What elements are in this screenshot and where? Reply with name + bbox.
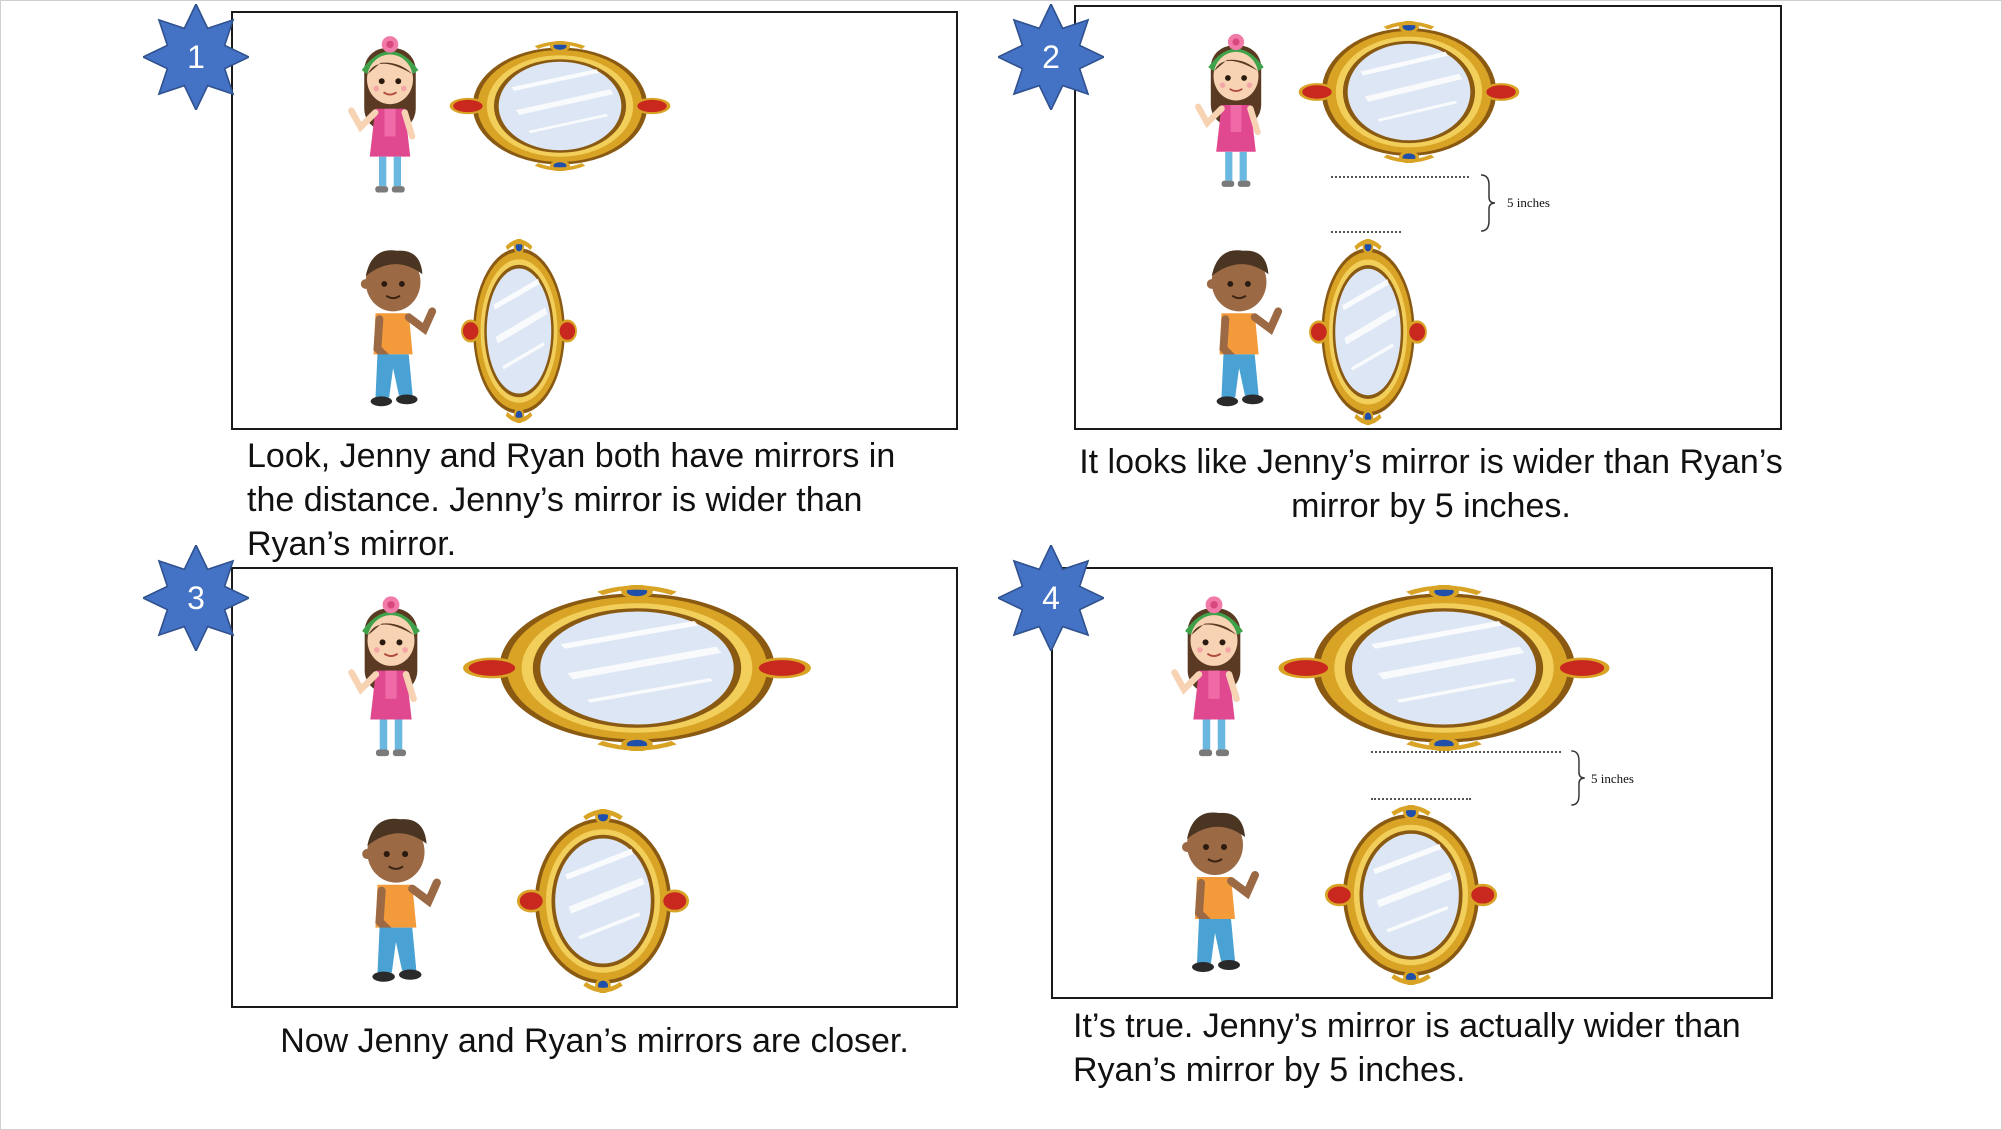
mirror-icon: [1319, 805, 1503, 985]
step-badge-3: 3: [143, 545, 249, 651]
step-badge-2: 2: [998, 4, 1104, 110]
ryan-figure: [344, 239, 450, 415]
ryan-figure: [1191, 239, 1295, 415]
jenny-figure: [1167, 585, 1261, 775]
measure-line-bottom: [1371, 798, 1471, 800]
step-badge-4: 4: [998, 545, 1104, 651]
measure-label: 5 inches: [1591, 771, 1634, 786]
step-number: 3: [187, 579, 205, 616]
caption-1: Look, Jenny and Ryan both have mirrors i…: [247, 437, 896, 563]
caption-3: Now Jenny and Ryan’s mirrors are closer.: [280, 1022, 909, 1060]
jenny-figure: [344, 585, 438, 775]
measure-label: 5 inches: [1507, 195, 1550, 210]
mirror-icon: [511, 809, 695, 993]
ryan-figure: [1167, 801, 1271, 981]
step-number: 4: [1042, 579, 1060, 616]
measure-line-top: [1331, 176, 1469, 178]
mirror-icon: [1267, 585, 1621, 751]
mirror-icon: [442, 41, 678, 171]
measure-line-top: [1371, 751, 1561, 753]
jenny-figure: [344, 27, 436, 209]
brace-icon: [1480, 174, 1496, 232]
ryan-figure: [344, 807, 456, 991]
step-number: 1: [187, 38, 205, 75]
step-badge-1: 1: [143, 4, 249, 110]
measure-line-bottom: [1331, 231, 1401, 233]
caption-2: It looks like Jenny’s mirror is wider th…: [1079, 443, 1783, 525]
mirror-icon: [1305, 239, 1431, 425]
step-number: 2: [1042, 38, 1060, 75]
mirror-icon: [457, 239, 581, 423]
mirror-icon: [451, 585, 823, 751]
jenny-figure: [1191, 23, 1281, 205]
mirror-icon: [1291, 21, 1527, 163]
caption-4: It’s true. Jenny’s mirror is actually wi…: [1073, 1007, 1741, 1089]
brace-icon: [1571, 750, 1585, 806]
